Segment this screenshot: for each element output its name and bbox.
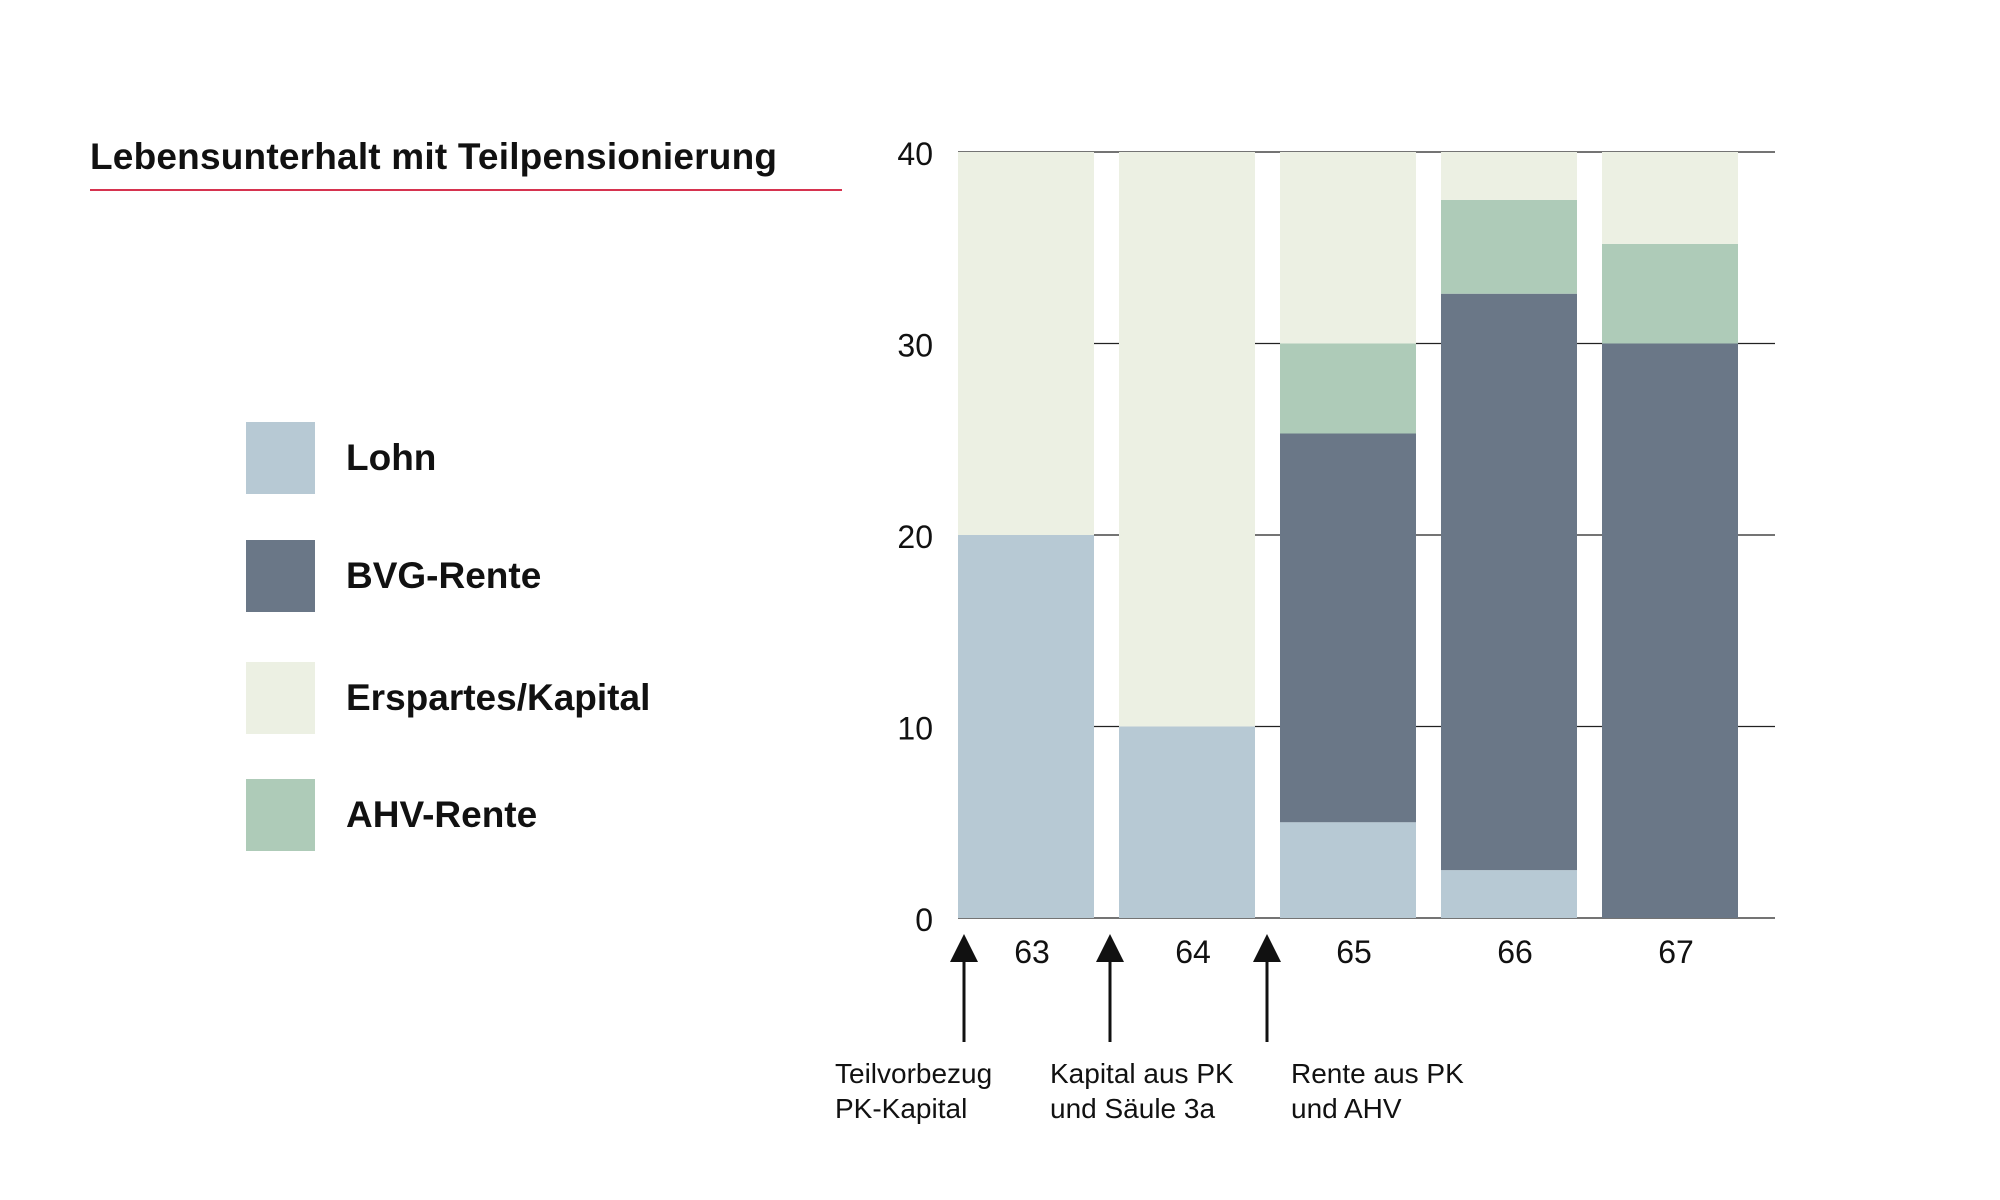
annotation-text: Teilvorbezug (835, 1058, 992, 1089)
bar-lohn-66 (1441, 870, 1577, 918)
legend-label: Lohn (346, 437, 437, 478)
x-tick-label: 63 (1014, 934, 1050, 970)
annotation-text: und Säule 3a (1050, 1093, 1215, 1124)
y-tick-label: 30 (897, 328, 933, 364)
bar-bvg-rente-67 (1602, 343, 1738, 918)
annotation-text: PK-Kapital (835, 1093, 967, 1124)
bars (958, 152, 1738, 918)
bar-erspartes-kapital-67 (1602, 152, 1738, 244)
y-tick-label: 40 (897, 136, 933, 172)
annotation-arrow-head (1253, 934, 1281, 962)
annotation: Rente aus PK und AHV (1253, 934, 1464, 1124)
legend-item: Erspartes/Kapital (246, 662, 650, 734)
bar-lohn-63 (958, 535, 1094, 918)
legend-swatch (246, 422, 315, 494)
annotation-text: und AHV (1291, 1093, 1402, 1124)
legend-item: BVG-Rente (246, 540, 541, 612)
x-tick-label: 65 (1336, 934, 1372, 970)
annotation: Kapital aus PK und Säule 3a (1050, 934, 1234, 1124)
y-tick-label: 20 (897, 519, 933, 555)
title-underline (90, 189, 842, 191)
legend-swatch (246, 662, 315, 734)
x-tick-label: 66 (1497, 934, 1533, 970)
annotation-text: Kapital aus PK (1050, 1058, 1234, 1089)
legend-item: AHV-Rente (246, 779, 537, 851)
annotation-arrow-head (950, 934, 978, 962)
annotation-text: Rente aus PK (1291, 1058, 1464, 1089)
bar-erspartes-kapital-63 (958, 152, 1094, 535)
legend-label: AHV-Rente (346, 794, 538, 835)
bar-bvg-rente-66 (1441, 293, 1577, 871)
bar-erspartes-kapital-64 (1119, 152, 1255, 727)
legend-item: Lohn (246, 422, 436, 494)
bar-lohn-65 (1280, 822, 1416, 918)
bar-erspartes-kapital-66 (1441, 152, 1577, 200)
legend-swatch (246, 540, 315, 612)
y-tick-label: 10 (897, 711, 933, 747)
legend-label: Erspartes/Kapital (346, 677, 651, 718)
chart-title: Lebensunterhalt mit Teilpensionierung (90, 136, 778, 177)
x-tick-label: 64 (1175, 934, 1211, 970)
bar-lohn-64 (1119, 726, 1255, 918)
legend-label: BVG-Rente (346, 555, 542, 596)
bar-erspartes-kapital-65 (1280, 152, 1416, 344)
y-tick-label: 0 (915, 902, 933, 938)
bar-bvg-rente-65 (1280, 433, 1416, 823)
annotation: Teilvorbezug PK-Kapital (835, 934, 992, 1124)
annotation-arrow-head (1096, 934, 1124, 962)
bar-ahv-rente-65 (1280, 343, 1416, 434)
x-tick-label: 67 (1658, 934, 1694, 970)
bar-ahv-rente-67 (1602, 243, 1738, 344)
bar-ahv-rente-66 (1441, 199, 1577, 294)
legend-swatch (246, 779, 315, 851)
